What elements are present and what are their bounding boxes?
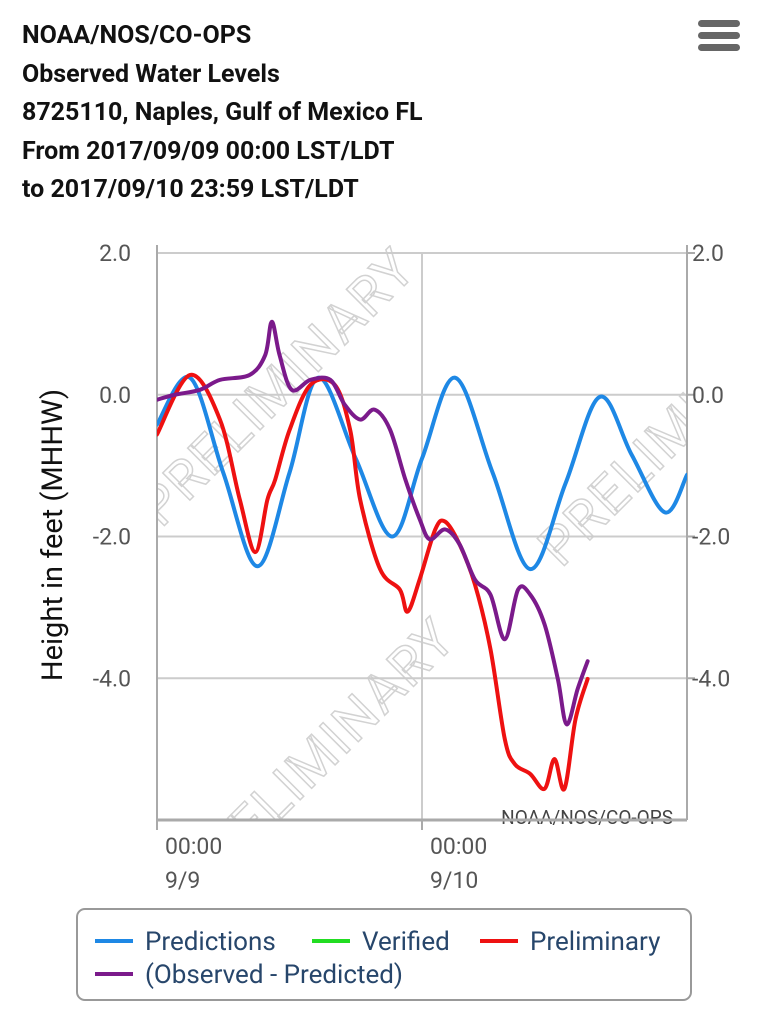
y-tick-label: 2.0 bbox=[99, 240, 131, 267]
title-line: Observed Water Levels bbox=[22, 60, 280, 89]
title-line: 8725110, Naples, Gulf of Mexico FL bbox=[22, 98, 423, 127]
legend-label: Verified bbox=[362, 927, 450, 957]
y-tick-label: 0.0 bbox=[99, 382, 131, 409]
x-tick-date: 9/10 bbox=[430, 867, 478, 894]
y2-tick-label: -2.0 bbox=[692, 524, 730, 551]
y2-tick-label: -4.0 bbox=[692, 665, 730, 692]
legend-box bbox=[76, 908, 692, 1001]
series-line bbox=[157, 372, 590, 792]
plot-lines bbox=[157, 319, 687, 792]
menu-button[interactable] bbox=[698, 20, 740, 51]
series-line bbox=[157, 374, 687, 572]
watermark: PRELIMINARY bbox=[127, 237, 429, 539]
x-tick-label: 00:00 bbox=[165, 833, 222, 860]
y-tick-label: -4.0 bbox=[93, 665, 131, 692]
x-tick-date: 9/9 bbox=[165, 867, 200, 894]
credit: NOAA/NOS/CO-OPS bbox=[501, 806, 673, 829]
title-line: From 2017/09/09 00:00 LST/LDT bbox=[22, 137, 394, 166]
title-line: to 2017/09/10 23:59 LST/LDT bbox=[22, 175, 359, 204]
series-line bbox=[157, 319, 590, 727]
watermark: PRELIMINARY bbox=[167, 607, 469, 909]
y-tick-label: -2.0 bbox=[93, 524, 131, 551]
legend-label: (Observed - Predicted) bbox=[145, 960, 403, 990]
legend-label: Preliminary bbox=[530, 927, 660, 957]
y-axis-label: Height in feet (MHHW) bbox=[36, 389, 70, 681]
y2-tick-label: 2.0 bbox=[692, 240, 724, 267]
title-line: NOAA/NOS/CO-OPS bbox=[22, 21, 251, 50]
y2-tick-label: 0.0 bbox=[692, 382, 724, 409]
legend-label: Predictions bbox=[145, 927, 276, 957]
x-tick-label: 00:00 bbox=[430, 833, 487, 860]
